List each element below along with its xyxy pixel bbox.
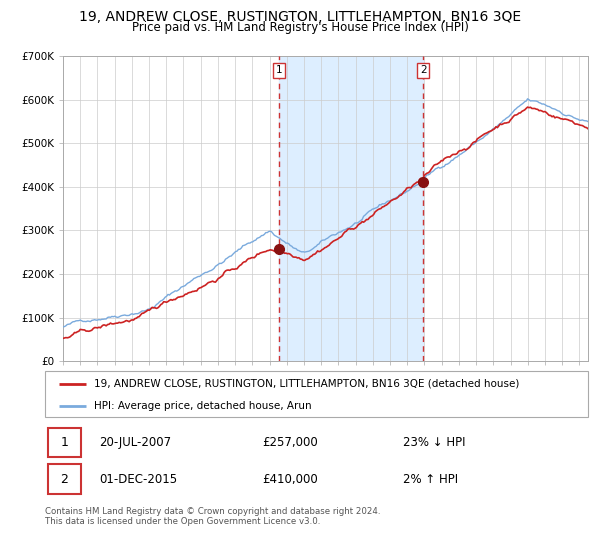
Text: 20-JUL-2007: 20-JUL-2007 <box>100 436 172 449</box>
Text: 2: 2 <box>61 473 68 486</box>
Text: 19, ANDREW CLOSE, RUSTINGTON, LITTLEHAMPTON, BN16 3QE (detached house): 19, ANDREW CLOSE, RUSTINGTON, LITTLEHAMP… <box>94 379 519 389</box>
Bar <box>279 56 423 361</box>
FancyBboxPatch shape <box>45 371 588 417</box>
Text: 2% ↑ HPI: 2% ↑ HPI <box>403 473 458 486</box>
Text: 01-DEC-2015: 01-DEC-2015 <box>100 473 178 486</box>
Text: 23% ↓ HPI: 23% ↓ HPI <box>403 436 466 449</box>
Text: £410,000: £410,000 <box>262 473 318 486</box>
Text: Price paid vs. HM Land Registry's House Price Index (HPI): Price paid vs. HM Land Registry's House … <box>131 21 469 34</box>
Text: 19, ANDREW CLOSE, RUSTINGTON, LITTLEHAMPTON, BN16 3QE: 19, ANDREW CLOSE, RUSTINGTON, LITTLEHAMP… <box>79 10 521 24</box>
FancyBboxPatch shape <box>48 428 82 458</box>
Text: 2: 2 <box>420 65 427 75</box>
Text: 1: 1 <box>61 436 68 449</box>
Text: £257,000: £257,000 <box>262 436 318 449</box>
Text: Contains HM Land Registry data © Crown copyright and database right 2024.
This d: Contains HM Land Registry data © Crown c… <box>45 507 380 526</box>
FancyBboxPatch shape <box>48 464 82 494</box>
Text: HPI: Average price, detached house, Arun: HPI: Average price, detached house, Arun <box>94 400 311 410</box>
Text: 1: 1 <box>276 65 283 75</box>
